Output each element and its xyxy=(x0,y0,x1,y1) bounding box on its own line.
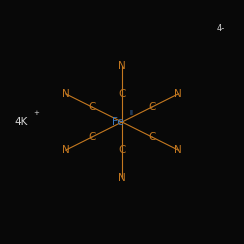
Text: C: C xyxy=(88,132,96,142)
Text: N: N xyxy=(118,61,126,71)
Text: C: C xyxy=(118,89,126,99)
Text: C: C xyxy=(148,132,156,142)
Text: N: N xyxy=(62,89,70,99)
Text: N: N xyxy=(174,89,182,99)
Text: +: + xyxy=(33,110,39,116)
Text: N: N xyxy=(174,145,182,155)
Text: N: N xyxy=(118,173,126,183)
Text: N: N xyxy=(62,145,70,155)
Text: 4-: 4- xyxy=(216,24,225,33)
Text: II: II xyxy=(129,110,133,116)
Text: 4K: 4K xyxy=(14,117,27,127)
Text: C: C xyxy=(88,102,96,112)
Text: C: C xyxy=(118,145,126,155)
Text: C: C xyxy=(148,102,156,112)
Text: Fe: Fe xyxy=(112,117,124,127)
